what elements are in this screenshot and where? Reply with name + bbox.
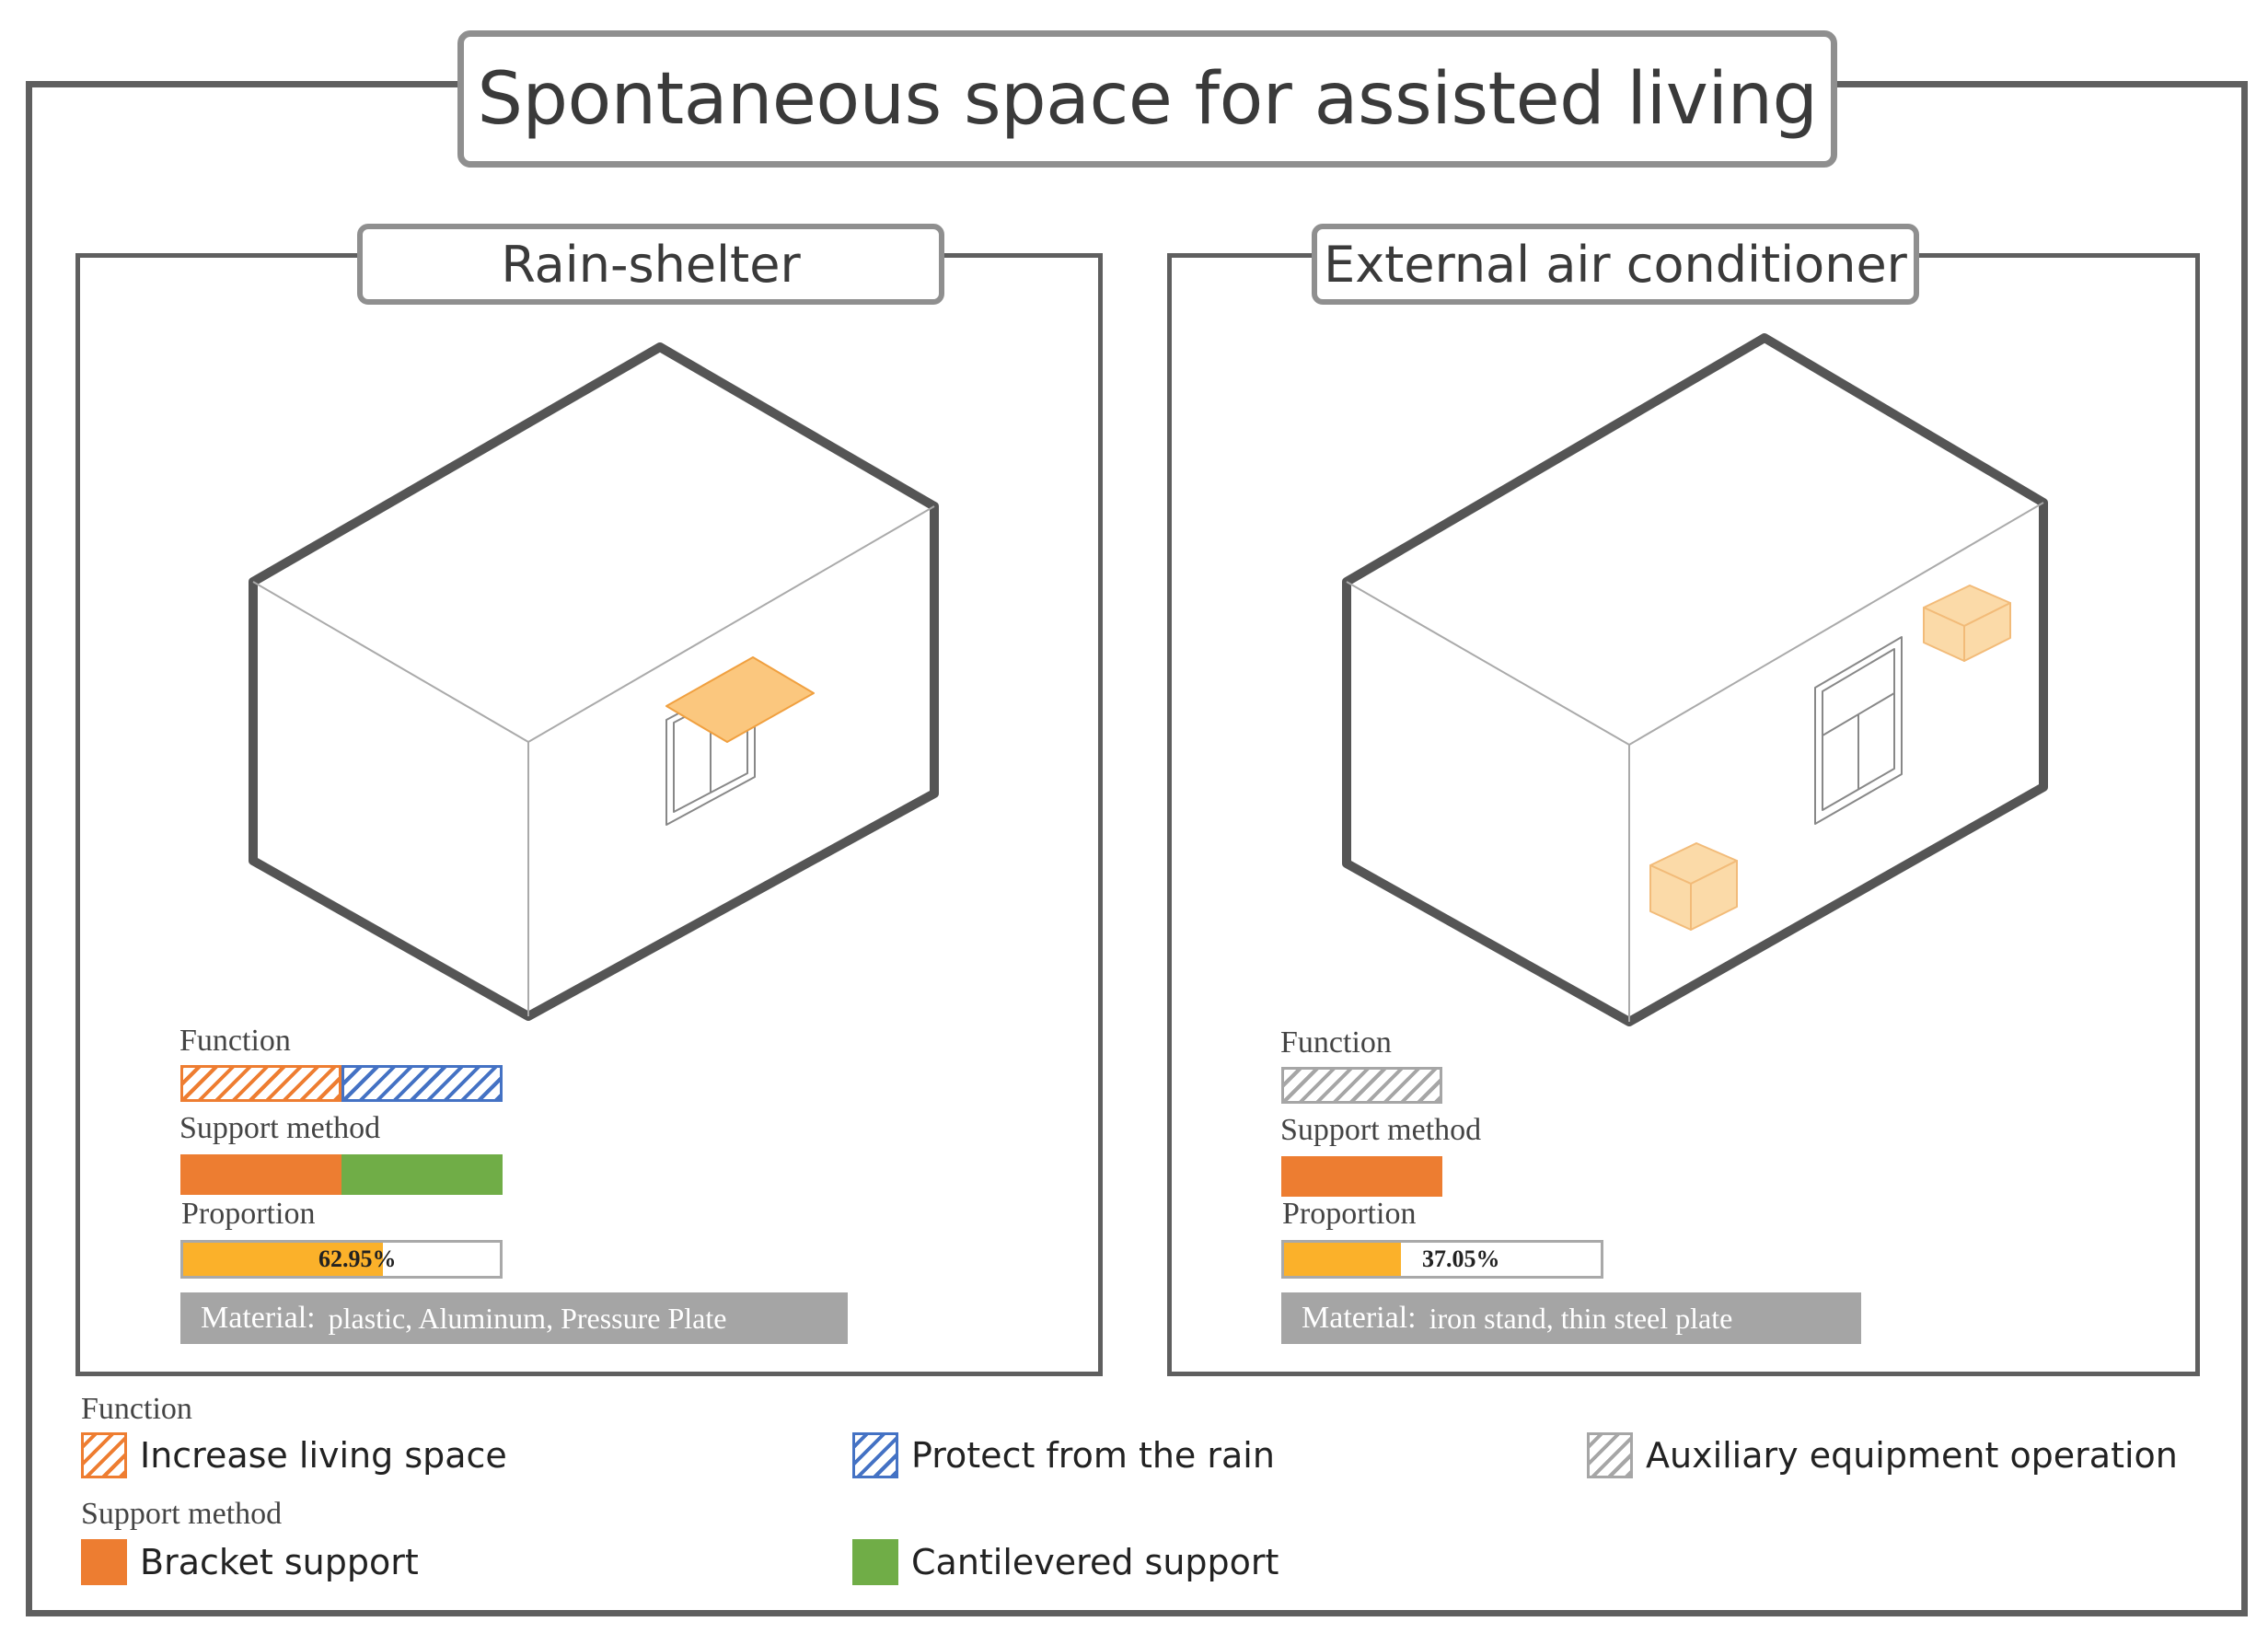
- legend-increase-living-space-label: Increase living space: [140, 1435, 507, 1476]
- right-proportion-value: 37.05%: [1422, 1245, 1500, 1272]
- left-proportion-label: Proportion: [181, 1197, 316, 1231]
- legend-increase-living-space: Increase living space: [81, 1432, 507, 1478]
- left-proportion-value: 62.95%: [318, 1245, 397, 1272]
- right-material-label: Material:: [1302, 1301, 1417, 1335]
- legend-support-heading: Support method: [81, 1497, 283, 1531]
- right-function-label: Function: [1280, 1025, 1392, 1060]
- blue-hatch-swatch: [852, 1432, 898, 1478]
- left-proportion-bar: 62.95%: [180, 1240, 503, 1279]
- rain-shelter-title-box: Rain-shelter: [357, 224, 944, 305]
- left-function-protect-rain-bar: [341, 1065, 503, 1102]
- air-conditioner-title: External air conditioner: [1324, 235, 1907, 294]
- legend-function-heading: Function: [81, 1392, 192, 1426]
- right-proportion-label: Proportion: [1282, 1197, 1417, 1231]
- ac-unit-upper: [1923, 585, 2011, 662]
- right-proportion-bar: 37.05%: [1281, 1240, 1603, 1279]
- rain-shelter-title: Rain-shelter: [501, 235, 801, 294]
- main-title-box: Spontaneous space for assisted living: [457, 30, 1837, 168]
- left-support-label: Support method: [179, 1111, 381, 1145]
- gray-hatch-swatch: [1587, 1432, 1633, 1478]
- green-solid-swatch: [852, 1539, 898, 1585]
- legend-auxiliary-equipment-label: Auxiliary equipment operation: [1646, 1435, 2178, 1476]
- air-conditioner-building-illustration: [1342, 333, 2048, 1026]
- orange-solid-swatch: [81, 1539, 127, 1585]
- legend-auxiliary-equipment: Auxiliary equipment operation: [1587, 1432, 2178, 1478]
- right-material-box: Material: iron stand, thin steel plate: [1281, 1292, 1861, 1344]
- left-support-bracket-bar: [180, 1154, 341, 1195]
- building-outline: [249, 342, 939, 1021]
- orange-hatch-swatch: [81, 1432, 127, 1478]
- air-conditioner-title-box: External air conditioner: [1312, 224, 1919, 305]
- main-title: Spontaneous space for assisted living: [477, 57, 1818, 141]
- legend-protect-from-rain: Protect from the rain: [852, 1432, 1275, 1478]
- legend-cantilevered-support-label: Cantilevered support: [911, 1542, 1279, 1582]
- left-material-box: Material: plastic, Aluminum, Pressure Pl…: [180, 1292, 848, 1344]
- left-material-label: Material:: [201, 1301, 316, 1335]
- rain-shelter-awning: [665, 656, 815, 743]
- left-function-increase-space-bar: [180, 1065, 341, 1102]
- right-function-auxiliary-bar: [1281, 1067, 1442, 1104]
- legend-bracket-support-label: Bracket support: [140, 1542, 419, 1582]
- left-proportion-fill: [183, 1243, 383, 1276]
- left-support-cantilever-bar: [341, 1154, 503, 1195]
- right-support-bracket-bar: [1281, 1156, 1442, 1197]
- left-function-label: Function: [179, 1024, 291, 1058]
- rain-shelter-building-illustration: [249, 342, 939, 1021]
- legend-cantilevered-support: Cantilevered support: [852, 1539, 1279, 1585]
- ac-unit-lower: [1649, 842, 1738, 931]
- left-material-value: plastic, Aluminum, Pressure Plate: [328, 1301, 727, 1335]
- legend-protect-from-rain-label: Protect from the rain: [911, 1435, 1275, 1476]
- legend-bracket-support: Bracket support: [81, 1539, 419, 1585]
- right-support-label: Support method: [1280, 1113, 1482, 1147]
- right-material-value: iron stand, thin steel plate: [1429, 1301, 1733, 1335]
- right-proportion-fill: [1284, 1243, 1402, 1276]
- window: [1814, 636, 1903, 825]
